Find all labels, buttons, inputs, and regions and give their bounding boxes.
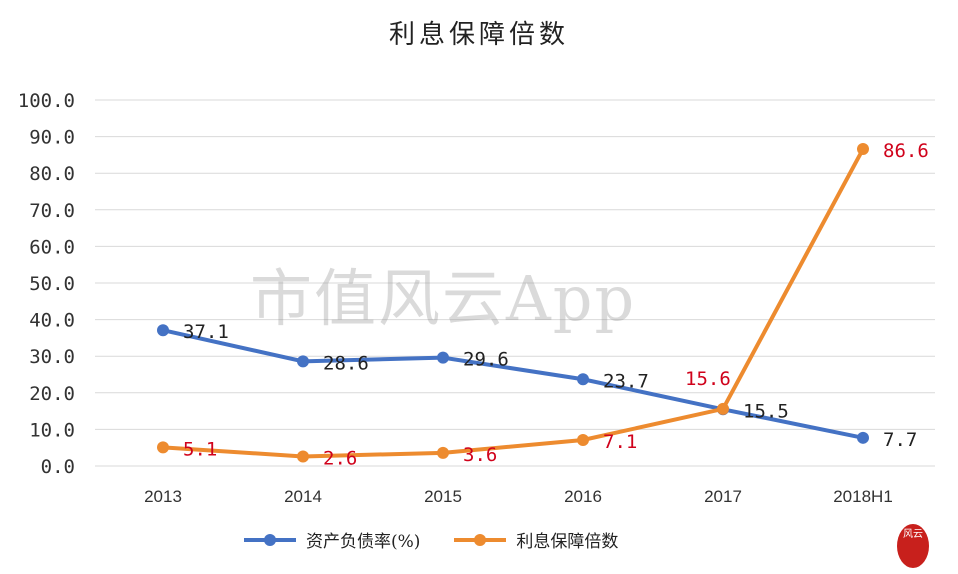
data-label: 29.6 <box>463 349 509 371</box>
legend-marker-orange-icon <box>454 533 507 546</box>
legend: 资产负债率(%) 利息保障倍数 <box>240 527 648 552</box>
y-tick-label: 60.0 <box>29 236 75 258</box>
x-tick-label: 2017 <box>704 487 742 506</box>
legend-item-debt-ratio: 资产负债率(%) <box>240 527 420 552</box>
x-tick-label: 2014 <box>284 487 322 506</box>
data-label: 3.6 <box>463 444 497 466</box>
data-point <box>857 431 869 444</box>
series-line <box>162 328 864 440</box>
data-point <box>857 143 869 156</box>
chart-title: 利息保障倍数 <box>388 20 569 50</box>
data-point <box>577 434 589 447</box>
data-label: 86.6 <box>883 140 929 162</box>
data-point <box>157 441 169 454</box>
seal-logo: 风云 <box>897 524 929 568</box>
x-tick-label: 2015 <box>424 487 462 506</box>
y-tick-label: 40.0 <box>29 310 75 332</box>
data-label: 37.1 <box>183 321 229 343</box>
data-label: 2.6 <box>323 447 357 469</box>
data-point <box>297 450 309 463</box>
data-point <box>437 446 449 459</box>
y-tick-label: 30.0 <box>29 346 75 368</box>
x-tick-label: 2013 <box>144 487 182 506</box>
series-line <box>162 148 865 459</box>
legend-label: 利息保障倍数 <box>516 532 619 552</box>
data-label: 7.7 <box>883 429 917 451</box>
y-tick-label: 20.0 <box>29 383 75 405</box>
y-tick-label: 100.0 <box>18 90 75 112</box>
data-point <box>717 402 729 415</box>
data-label: 5.1 <box>183 438 217 460</box>
data-label: 15.5 <box>743 400 789 422</box>
data-label: 7.1 <box>603 431 637 453</box>
y-tick-label: 90.0 <box>29 127 75 149</box>
data-point <box>577 373 589 386</box>
x-tick-label: 2018H1 <box>833 487 893 506</box>
legend-marker-blue-icon <box>244 533 296 546</box>
legend-label: 资产负债率(%) <box>306 532 421 552</box>
watermark: 市值风云App <box>250 262 637 335</box>
y-tick-label: 80.0 <box>29 163 75 185</box>
legend-item-interest-coverage: 利息保障倍数 <box>450 527 618 552</box>
data-label: 23.7 <box>603 370 649 392</box>
y-tick-label: 50.0 <box>29 273 75 295</box>
x-tick-label: 2016 <box>564 487 602 506</box>
y-tick-label: 10.0 <box>29 419 75 441</box>
data-label: 15.6 <box>685 368 731 390</box>
data-point <box>297 355 309 368</box>
data-point <box>437 351 449 364</box>
data-label: 28.6 <box>323 352 369 374</box>
data-point <box>157 324 169 337</box>
y-tick-label: 0.0 <box>41 456 75 478</box>
y-tick-label: 70.0 <box>29 200 75 222</box>
